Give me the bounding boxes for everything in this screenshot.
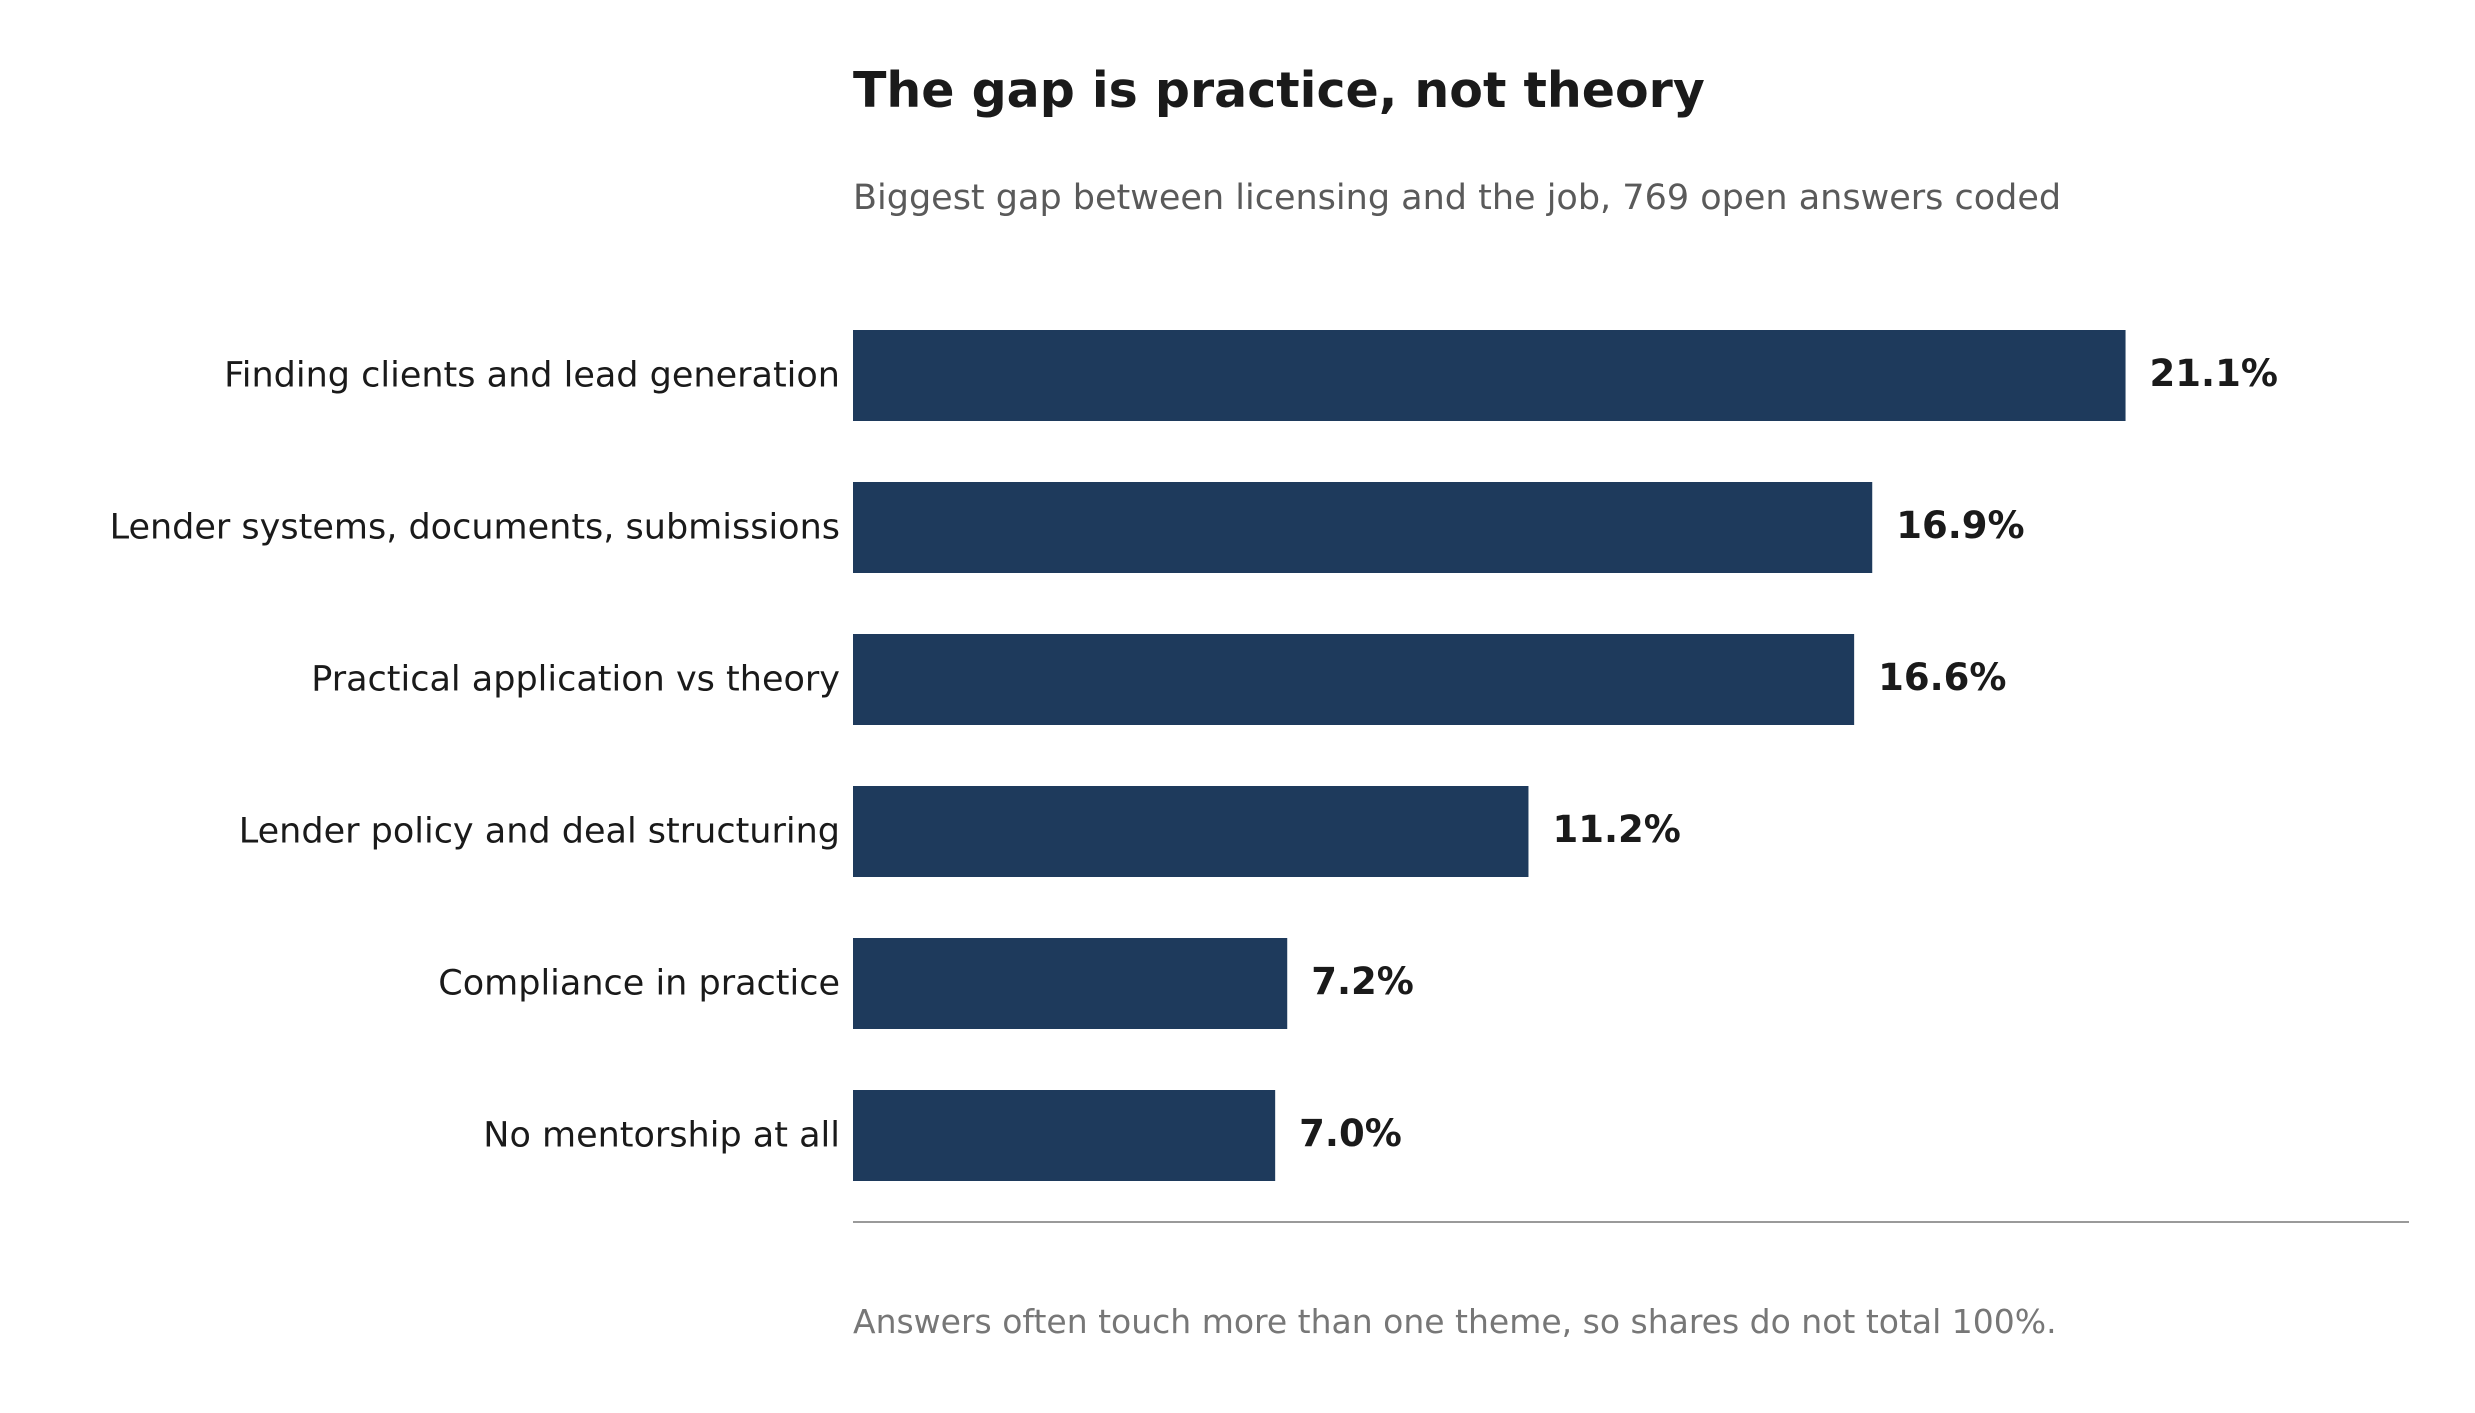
category-label: Practical application vs theory [311, 660, 840, 700]
category-label: No mentorship at all [483, 1116, 840, 1156]
value-label: 7.2% [1311, 960, 1414, 1003]
bar [853, 330, 2126, 421]
bar [853, 482, 1873, 573]
value-label: 11.2% [1552, 808, 1680, 851]
bar [853, 1090, 1276, 1181]
category-label: Lender systems, documents, submissions [110, 508, 840, 548]
bar [853, 786, 1529, 877]
value-label: 7.0% [1299, 1112, 1402, 1155]
chart-title: The gap is practice, not theory [853, 62, 1705, 119]
category-label: Finding clients and lead generation [224, 356, 840, 396]
category-label: Compliance in practice [438, 964, 840, 1004]
bar [853, 634, 1855, 725]
chart-subtitle: Biggest gap between licensing and the jo… [853, 178, 2062, 218]
bar [853, 938, 1288, 1029]
value-label: 16.6% [1878, 656, 2006, 699]
value-label: 16.9% [1896, 504, 2024, 547]
chart-footnote: Answers often touch more than one theme,… [853, 1302, 2057, 1341]
value-label: 21.1% [2150, 352, 2278, 395]
category-label: Lender policy and deal structuring [239, 812, 840, 852]
